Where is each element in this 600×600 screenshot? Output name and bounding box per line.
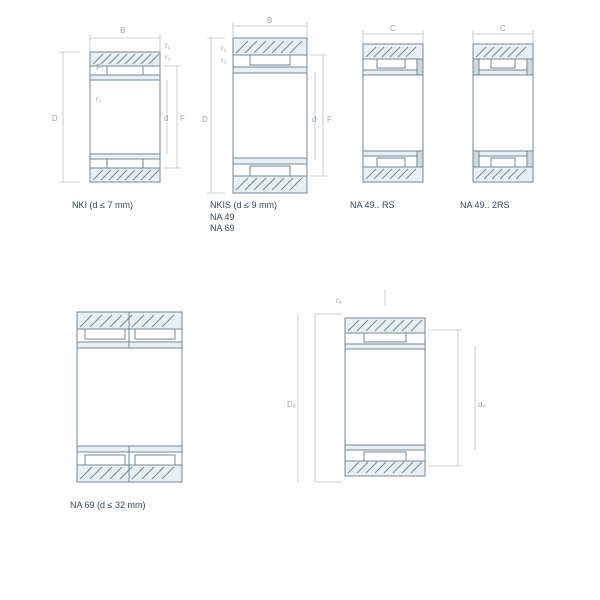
fig4-caption: NA 49.. 2RS — [460, 200, 510, 212]
figure-na49-2rs — [455, 28, 550, 198]
figure-na49-rs — [345, 28, 440, 198]
fig1-dim-r2low: r₂ — [96, 95, 102, 104]
fig1-dim-d: d — [164, 114, 168, 123]
figure-mounting-dims — [280, 290, 490, 495]
fig3-caption: NA 49.. RS — [350, 200, 395, 212]
fig2-dim-d: d — [312, 115, 316, 124]
figure-na69-large-d — [55, 300, 205, 500]
fig4-dim-C: C — [500, 24, 506, 33]
fig5-caption: NA 69 (d ≤ 32 mm) — [70, 500, 145, 512]
fig1-caption: NKI (d ≤ 7 mm) — [72, 200, 133, 212]
fig2-dim-r1: r₁ — [221, 44, 226, 53]
fig2-dim-B: B — [267, 16, 272, 25]
fig2-caption: NKIS (d ≤ 9 mm) NA 49 NA 69 — [210, 200, 277, 235]
fig2-dim-D: D — [202, 115, 208, 124]
fig1-dim-D: D — [52, 114, 58, 123]
fig1-dim-F1: F₁ — [96, 63, 104, 72]
fig3-dim-C: C — [390, 24, 396, 33]
fig1-dim-F: F — [180, 114, 185, 123]
fig6-dim-da: dₐ — [478, 400, 485, 409]
fig6-dim-Da: Dₐ — [287, 400, 296, 409]
drawing-sheet: B r₁ r₂ F₁ r₂ D d F NKI (d ≤ 7 mm) — [0, 0, 600, 600]
fig2-dim-F: F — [327, 115, 332, 124]
fig6-dim-ra: rₐ — [336, 296, 342, 305]
fig1-dim-B: B — [120, 26, 125, 35]
fig1-dim-r2top: r₂ — [165, 53, 171, 62]
fig2-dim-r2: r₂ — [221, 56, 227, 65]
fig1-dim-r1: r₁ — [165, 41, 170, 50]
